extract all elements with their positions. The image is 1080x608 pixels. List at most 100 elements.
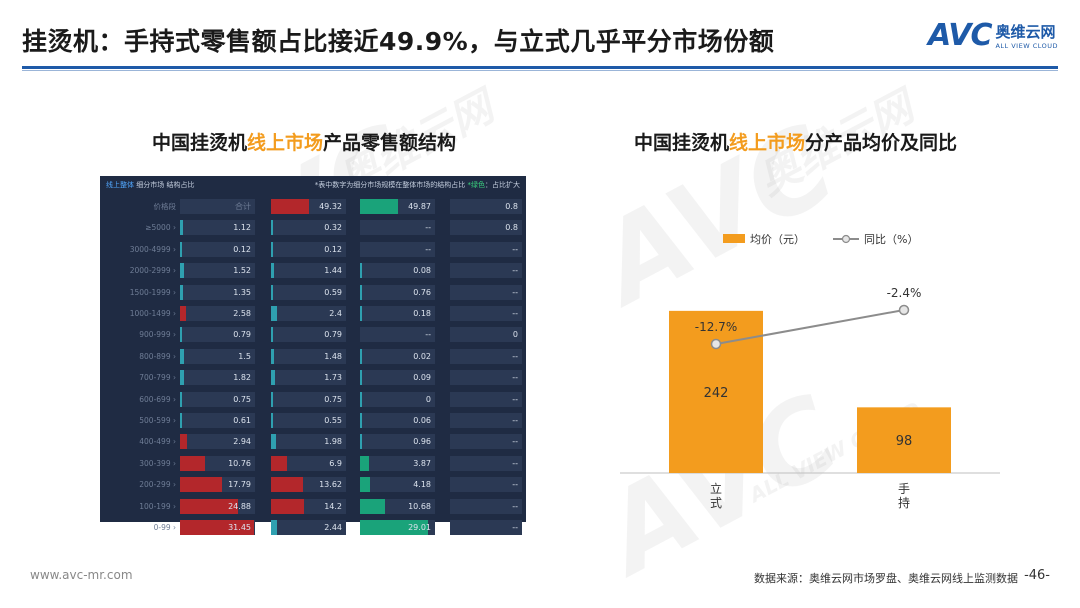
share-value: -- — [512, 309, 518, 318]
share-fill — [180, 370, 185, 386]
share-cell-4: -- — [450, 477, 522, 493]
table-row: 800-899 › 1.5 1.48 0.02 -- — [100, 346, 526, 366]
share-value: 1.35 — [233, 287, 251, 297]
share-cell-2: 0.79 — [271, 327, 346, 343]
share-cell-1: 0.75 — [180, 391, 255, 407]
share-cell-4: 0 — [450, 327, 522, 343]
share-value: 2.58 — [233, 309, 251, 318]
bar-value-label-0: 242 — [704, 386, 729, 401]
bar-value-label-1: 98 — [896, 434, 913, 449]
share-value: 0.75 — [324, 394, 342, 404]
head-tail: ：占比扩大 — [485, 181, 520, 189]
share-value: 6.9 — [329, 458, 342, 468]
share-cell-4: -- — [450, 413, 522, 428]
table-row: 3000-4999 › 0.12 0.12 -- -- — [100, 239, 526, 259]
price-segment-table: 线上整体 细分市场 结构占比 *表中数字为细分市场规模在整体市场的结构占比 *绿… — [100, 176, 526, 535]
share-cell-2: 2.44 — [271, 520, 346, 535]
share-fill — [360, 498, 386, 514]
table-row: 1500-1999 › 1.35 0.59 0.76 -- — [100, 282, 526, 302]
share-cell-2: 2.4 — [271, 306, 346, 321]
price-segment-label: 900-999 › — [139, 330, 176, 340]
share-cell-1: 0.12 — [180, 241, 255, 257]
legend-line-marker — [841, 234, 851, 244]
yoy-point-1 — [898, 304, 910, 316]
share-fill — [180, 520, 254, 535]
price-segment-label: 价格段 — [153, 202, 177, 211]
share-cell-1: 24.88 — [180, 498, 255, 514]
share-fill — [271, 520, 277, 535]
price-segment-label: 2000-2999 › — [129, 266, 176, 276]
yoy-label-1: -2.4% — [887, 286, 922, 300]
share-cell-1: 0.61 — [180, 413, 255, 428]
share-cell-4: -- — [450, 520, 522, 535]
share-cell-3: 0.08 — [360, 263, 435, 279]
table-row: 400-499 › 2.94 1.98 0.96 -- — [100, 431, 526, 451]
head-green: *绿色 — [467, 181, 486, 189]
price-segment-label: 1500-1999 › — [129, 287, 176, 297]
share-fill — [360, 413, 363, 428]
share-cell-2: 14.2 — [271, 498, 346, 514]
share-cell-3: 0.06 — [360, 413, 435, 428]
share-fill — [180, 413, 183, 428]
share-cell-4: 0.8 — [450, 220, 522, 236]
share-value: 0 — [512, 330, 518, 340]
share-value: 0.02 — [413, 351, 431, 361]
page-number: -46- — [1024, 568, 1050, 583]
share-cell-1: 1.5 — [180, 348, 255, 364]
share-fill — [271, 263, 275, 279]
share-value: 0.18 — [413, 309, 431, 318]
share-value: 0.08 — [413, 266, 431, 276]
share-value: 31.45 — [228, 523, 251, 532]
share-fill — [180, 306, 187, 321]
share-value: 3.87 — [413, 458, 431, 468]
share-fill — [360, 434, 363, 450]
header-divider-thin — [22, 70, 1058, 71]
share-value: -- — [512, 416, 518, 425]
table-row: 900-999 › 0.79 0.79 -- 0 — [100, 324, 526, 344]
table-row: 600-699 › 0.75 0.75 0 -- — [100, 389, 526, 409]
share-value: 49.87 — [408, 202, 431, 211]
yoy-line — [715, 309, 905, 345]
left-chart-title: 中国挂烫机线上市场产品零售额结构 — [152, 128, 456, 155]
share-fill — [180, 348, 184, 364]
right-title-post: 分产品均价及同比 — [805, 132, 958, 154]
share-fill — [180, 477, 222, 493]
share-value: 13.62 — [319, 480, 342, 490]
share-cell-2: 1.48 — [271, 348, 346, 364]
share-value: 17.79 — [228, 480, 251, 490]
share-value: 1.73 — [324, 373, 342, 383]
avg-price-chart: 242 98 立式 手持 -12.7% -2.4% 均价（元） 同比（%） — [620, 233, 1000, 510]
share-fill — [180, 498, 239, 514]
share-fill — [271, 370, 276, 386]
share-value: 0.12 — [324, 244, 342, 254]
share-value: -- — [512, 351, 518, 361]
share-fill — [180, 284, 184, 300]
share-fill — [180, 263, 184, 279]
share-fill — [360, 263, 363, 279]
share-value: 0.8 — [505, 202, 518, 211]
share-cell-2: 0.12 — [271, 241, 346, 257]
share-cell-3: 29.01 — [360, 520, 435, 535]
share-cell-4: -- — [450, 263, 522, 279]
share-fill — [271, 391, 274, 407]
price-segment-label: 3000-4999 › — [129, 244, 176, 254]
share-cell-2: 0.32 — [271, 220, 346, 236]
share-value: -- — [425, 244, 431, 254]
price-segment-label: 100-199 › — [139, 501, 176, 511]
share-value: -- — [512, 437, 518, 447]
share-fill — [180, 241, 183, 257]
share-cell-2: 1.98 — [271, 434, 346, 450]
head-blue: 线上整体 — [106, 181, 134, 189]
category-label-0-0: 立 — [710, 481, 722, 496]
table-row: 500-599 › 0.61 0.55 0.06 -- — [100, 410, 526, 430]
share-value: 1.82 — [233, 373, 251, 383]
footer-site: www.avc-mr.com — [30, 568, 133, 582]
share-value: 0.61 — [233, 416, 251, 425]
share-fill — [271, 220, 274, 236]
share-value: -- — [512, 244, 518, 254]
share-cell-1: 1.52 — [180, 263, 255, 279]
right-title-highlight: 线上市场 — [729, 132, 806, 154]
share-value: 1.5 — [238, 351, 251, 361]
share-cell-3: 0.09 — [360, 370, 435, 386]
share-fill — [180, 455, 206, 471]
